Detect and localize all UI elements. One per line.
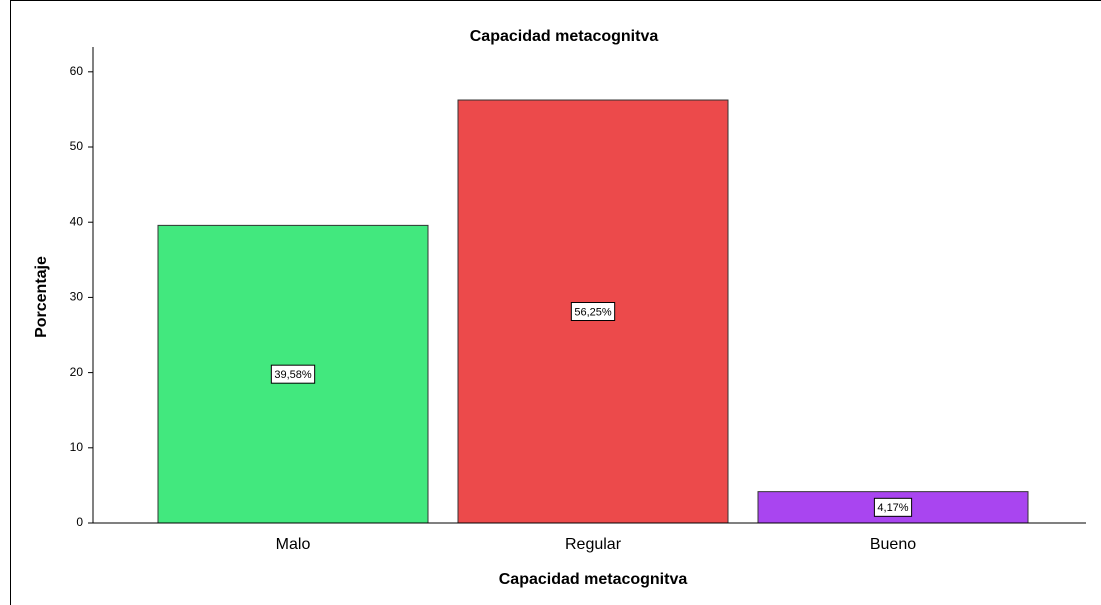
y-tick-label: 40: [70, 214, 84, 228]
y-tick-label: 60: [70, 64, 84, 78]
y-tick-label: 50: [70, 139, 84, 153]
value-label: 56,25%: [574, 306, 612, 318]
y-tick-label: 30: [70, 290, 84, 304]
value-label-box: [570, 302, 616, 322]
value-label: 4,17%: [877, 502, 908, 514]
value-label-box: [873, 497, 913, 517]
y-tick-label: 10: [70, 440, 84, 454]
x-axis-title: Capacidad metacognitva: [499, 571, 688, 588]
value-label-box: [270, 364, 316, 384]
bar: [157, 224, 429, 524]
y-tick-label: 20: [70, 365, 84, 379]
y-tick-label: 0: [76, 515, 83, 529]
chart-title: Capacidad metacognitva: [470, 28, 659, 45]
x-tick-label: Bueno: [870, 536, 916, 553]
x-tick-label: Malo: [276, 536, 311, 553]
x-tick-label: Regular: [565, 536, 622, 553]
value-label: 39,58%: [274, 369, 312, 381]
y-axis-title: Porcentaje: [33, 256, 50, 338]
